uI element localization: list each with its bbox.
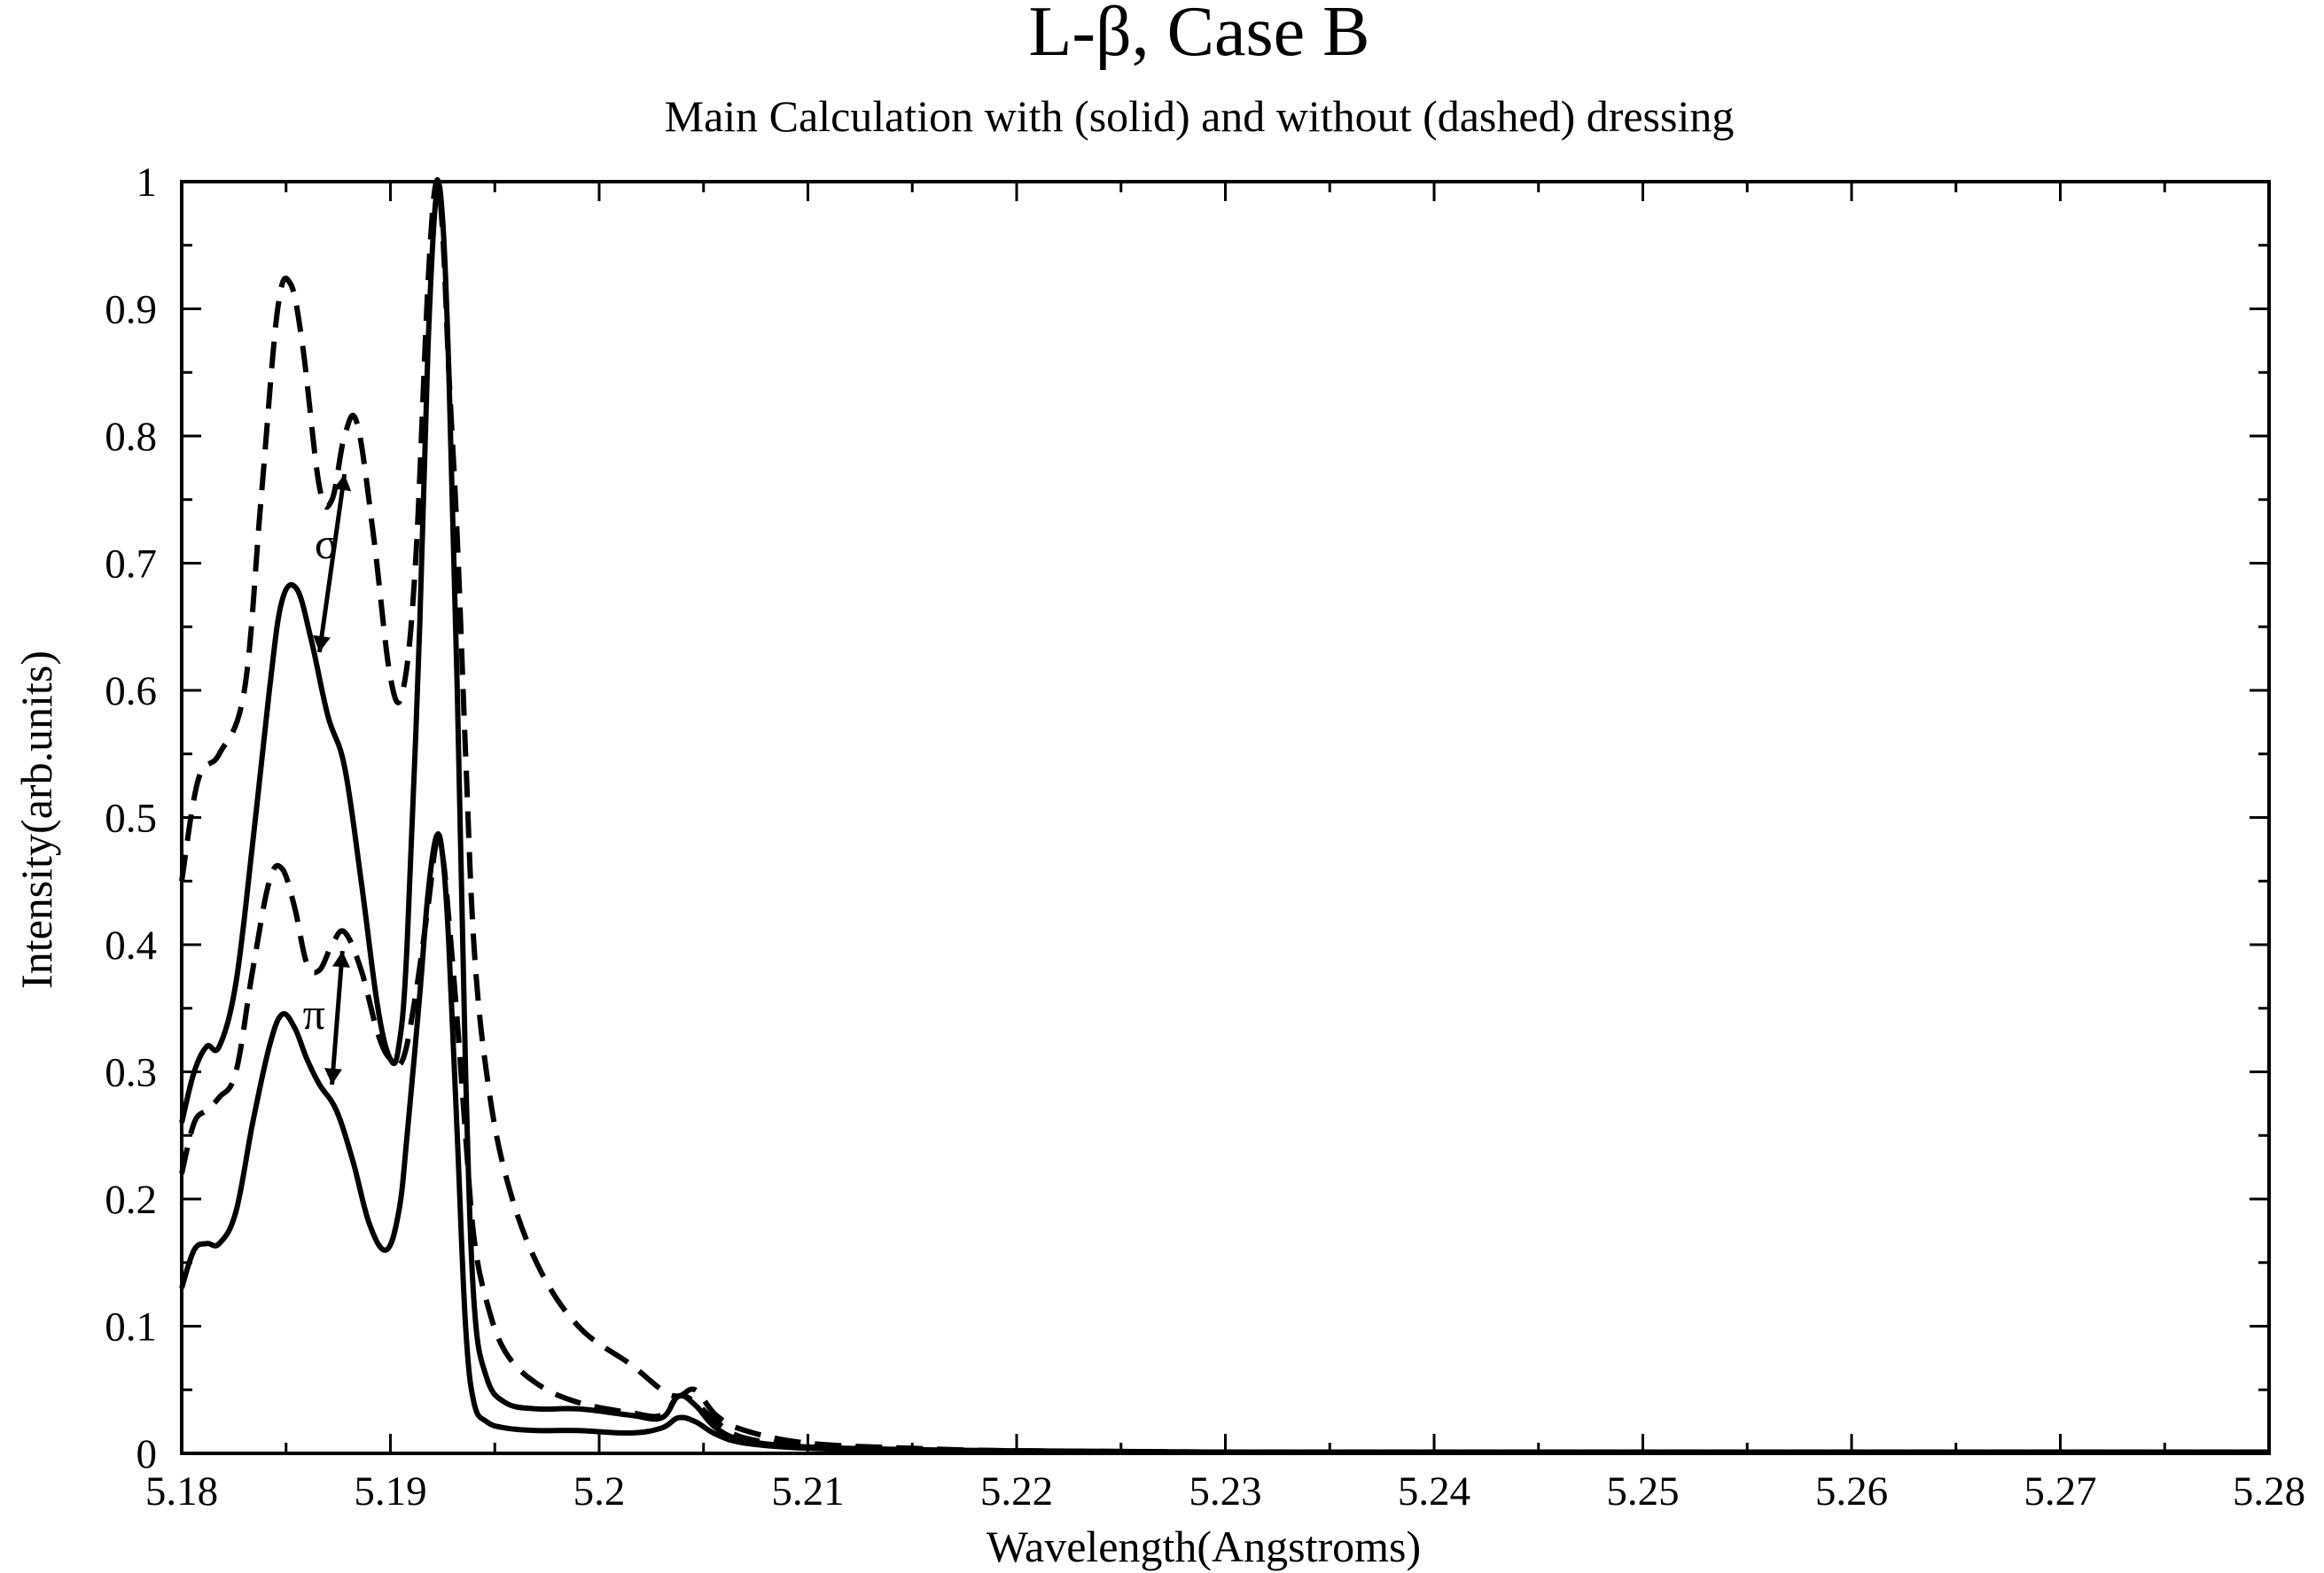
pi-arrow-head-down [324,1068,342,1085]
series-line-2 [179,836,2269,1455]
chart-title: L-β, Case B [1028,0,1369,71]
chart-subtitle: Main Calculation with (solid) and withou… [665,91,1735,141]
y-tick-label: 0.7 [105,541,157,588]
y-tick-label: 0.8 [105,414,157,460]
sigma-arrow-shaft [316,473,347,653]
pi-arrow [324,950,350,1086]
x-tick-label: 5.21 [771,1468,844,1515]
y-tick-label: 0.4 [105,923,157,969]
y-tick-label: 0.2 [105,1177,157,1223]
pi-arrow-shaft [330,950,345,1086]
x-tick-label: 5.25 [1606,1468,1679,1515]
sigma-arrow [313,473,352,653]
x-tick-label: 5.23 [1189,1468,1261,1515]
y-tick-label: 1 [136,160,158,206]
y-tick-label: 0.6 [105,668,157,714]
x-tick-label: 5.26 [1815,1468,1888,1515]
axis-ticks [180,180,2271,1455]
plot-frame [180,180,2271,1455]
pi-arrow-head-up [331,951,350,968]
x-tick-label: 5.27 [2024,1468,2096,1515]
annotation-label: π [303,989,325,1039]
series-line-3 [179,831,2269,1455]
series-group [179,176,2269,1455]
y-tick-label: 0.1 [105,1304,157,1351]
y-tick-label: 0.5 [105,796,157,842]
x-axis-label: Wavelength(Angstroms) [987,1522,1421,1571]
annotation-label: σ [315,518,339,568]
x-tick-label: 5.24 [1398,1468,1470,1515]
sigma-arrow-head-down [313,635,331,652]
x-tick-label: 5.18 [145,1468,218,1515]
x-tick-label: 5.2 [573,1468,626,1515]
y-tick-label: 0.9 [105,287,157,333]
y-tick-label: 0.3 [105,1050,157,1096]
sigma-arrow-head-up [333,474,352,492]
y-axis-label: Intensity(arb.units) [12,650,61,989]
annotations: σπ [303,473,352,1086]
x-tick-labels: 5.18 5.19 5.2 5.21 5.22 5.23 5.24 5.25 5.26 5.27 5… [145,1468,2305,1515]
x-tick-label: 5.19 [354,1468,426,1515]
x-tick-label: 5.28 [2233,1468,2305,1515]
series-line-0 [179,176,2269,1455]
y-tick-labels: 0 0.1 0.2 0.3 0.4 0.5 0.6 0.7 0.8 0.9 1 [105,160,157,1477]
x-tick-label: 5.22 [980,1468,1053,1515]
series-line-1 [179,181,2269,1455]
y-tick-label: 0 [136,1431,158,1477]
